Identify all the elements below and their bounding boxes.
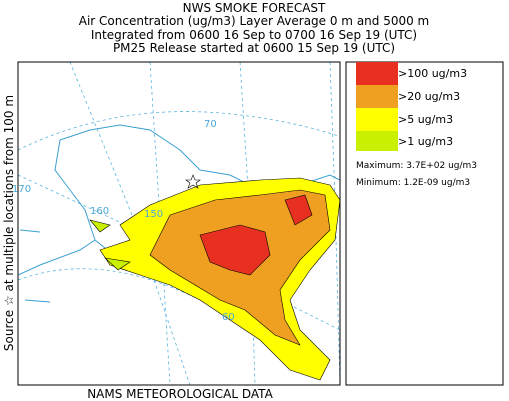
footer: NAMS METEOROLOGICAL DATA	[87, 387, 273, 401]
side-label: Source ☆ at multiple locations from 100 …	[2, 95, 16, 351]
subtitle: Air Concentration (ug/m3) Layer Average …	[79, 14, 430, 28]
legend-swatch	[356, 62, 398, 85]
legend-label: >100 ug/m3	[398, 67, 467, 80]
graticule-label: 160	[90, 206, 109, 217]
minimum: Minimum: 1.2E-09 ug/m3	[356, 178, 470, 188]
legend-label: >20 ug/m3	[398, 90, 460, 103]
graticule-label: 60	[222, 312, 235, 323]
maximum: Maximum: 3.7E+02 ug/m3	[356, 161, 477, 171]
graticule-label: 170	[12, 184, 31, 195]
title: NWS SMOKE FORECAST	[183, 1, 326, 15]
legend-swatch	[356, 108, 398, 131]
legend-label: >5 ug/m3	[398, 113, 453, 126]
subtitle: PM25 Release started at 0600 15 Sep 19 (…	[113, 41, 395, 55]
subtitle: Integrated from 0600 16 Sep to 0700 16 S…	[91, 28, 417, 42]
graticule-label: 70	[204, 119, 217, 130]
legend-swatch	[356, 85, 398, 108]
map: 170 160 150 70 60	[12, 61, 341, 386]
legend: >100 ug/m3 >20 ug/m3 >5 ug/m3 >1 ug/m3 M…	[345, 61, 504, 386]
graticule-label: 150	[144, 209, 163, 220]
legend-swatch	[356, 131, 398, 151]
legend-label: >1 ug/m3	[398, 135, 453, 148]
